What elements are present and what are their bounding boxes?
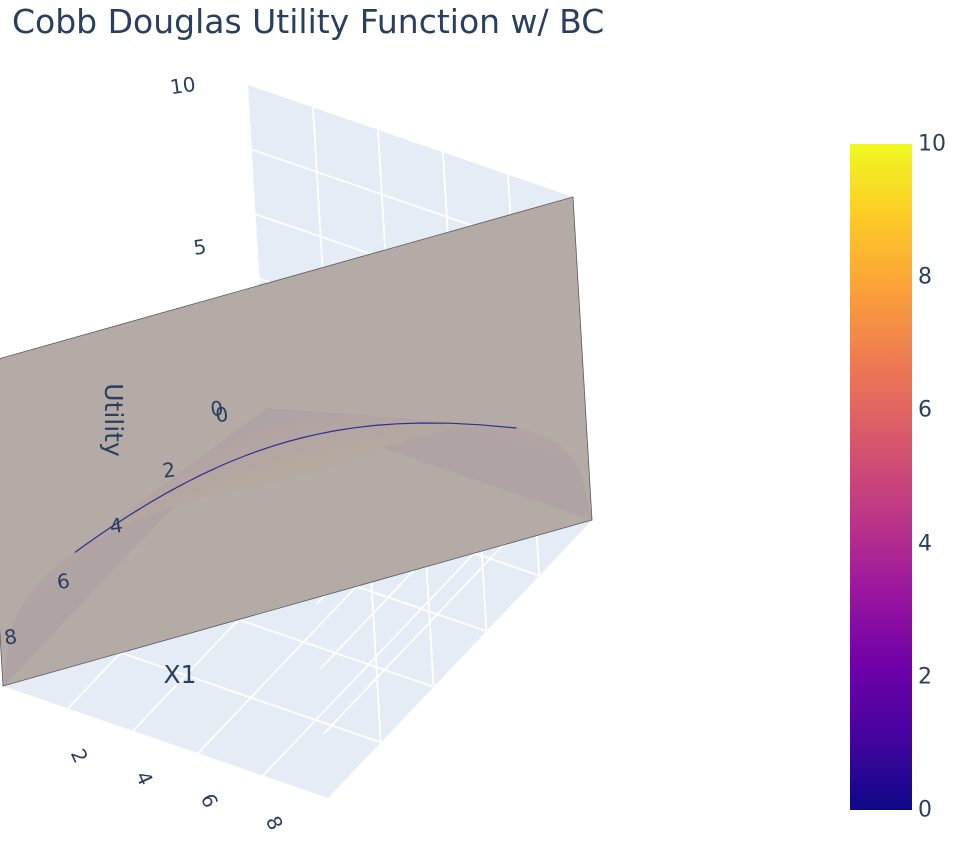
x2-tick-label: 6 (196, 790, 223, 812)
budget-plane-face (0, 196, 593, 687)
x2-tick-label: 2 (66, 745, 93, 767)
utility-tick-label: 0 (209, 396, 225, 422)
x1-tick-label: 0 (214, 402, 230, 428)
budget-constraint-plane (0, 196, 593, 687)
utility-tick-label: 10 (169, 72, 198, 99)
x1-tick-label: 4 (108, 513, 124, 539)
chart-title: Cobb Douglas Utility Function w/ BC (12, 2, 605, 41)
utility-axis-title: Utility (99, 383, 128, 457)
colorbar-tick-label: 0 (918, 797, 932, 823)
indifference-curve (74, 422, 517, 553)
x1-tick-label: 8 (3, 624, 19, 650)
utility-tick-label: 5 (192, 234, 208, 260)
x2-tick-label: 8 (261, 812, 288, 834)
colorbar-tick-label: 6 (918, 397, 932, 423)
indifference-curve-line (74, 422, 517, 553)
colorbar: 0 2 4 6 8 10 (850, 132, 946, 823)
x1-tick-label: 6 (55, 569, 71, 595)
colorbar-tick-label: 8 (918, 264, 932, 290)
x1-tick-label: 2 (161, 457, 177, 483)
colorbar-tick-label: 4 (918, 531, 932, 557)
x2-tick-label: 4 (131, 767, 158, 789)
colorbar-tick-label: 10 (918, 131, 946, 157)
x1-axis-title: X1 (163, 660, 196, 689)
colorbar-gradient (850, 144, 912, 810)
colorbar-tick-label: 2 (918, 664, 932, 690)
